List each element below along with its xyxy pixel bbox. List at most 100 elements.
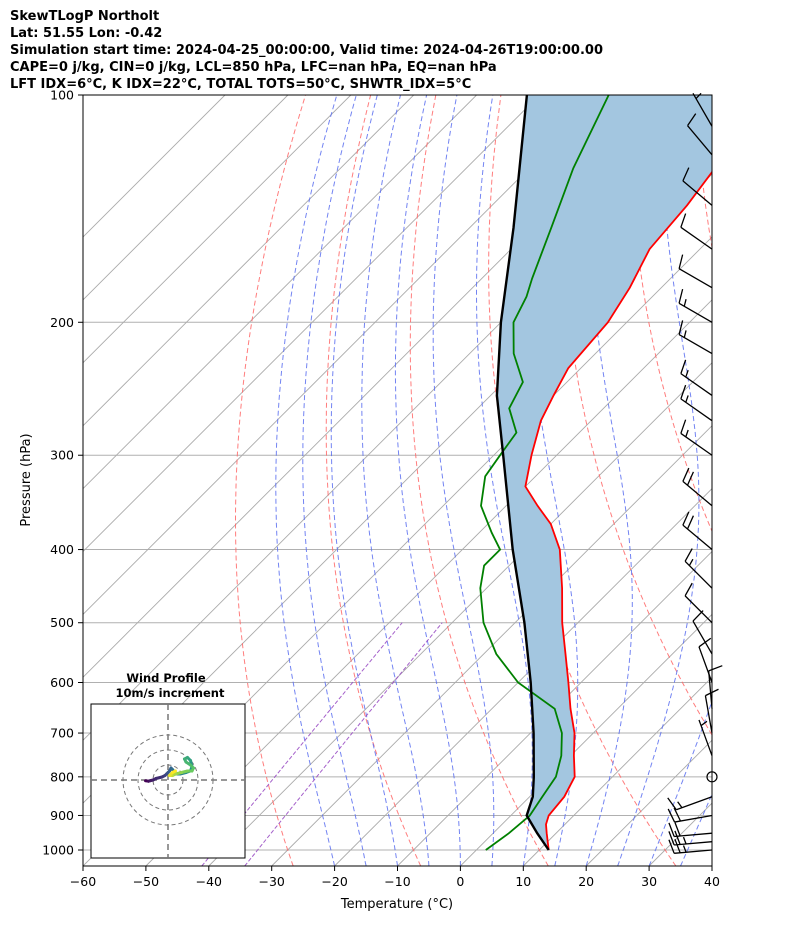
wind-barb [678, 288, 713, 323]
isotherm-line [711, 865, 712, 866]
wind-barb [680, 359, 713, 396]
dry-adiabat [561, 95, 712, 736]
wind-barb [667, 807, 713, 823]
dry-adiabat [695, 95, 712, 251]
params-line-2: LFT IDX=6°C, K IDX=22°C, TOTAL TOTS=50°C… [10, 77, 472, 92]
moist-adiabat [302, 95, 367, 866]
x-axis-label: Temperature (°C) [340, 897, 453, 912]
moist-adiabat [394, 95, 461, 866]
y-tick-label: 600 [50, 675, 74, 690]
wind-barb [687, 113, 713, 156]
chart-header: SkewTLogP Northolt Lat: 51.55 Lon: -0.42… [10, 8, 603, 93]
barb-half-flag [688, 558, 694, 566]
barb-flag [668, 822, 675, 837]
wind-profile-inset [90, 703, 246, 859]
wind-barb [682, 467, 713, 507]
barb-staff [682, 180, 713, 206]
mixing-ratio-line [244, 622, 443, 866]
wind-barb [668, 822, 713, 838]
isotherm-line [83, 95, 226, 238]
isotherm-line [460, 613, 712, 866]
barb-staff [692, 93, 713, 127]
y-axis-label: Pressure (hPa) [19, 433, 34, 526]
barb-half-flag [682, 836, 687, 845]
x-tick-label: −30 [259, 874, 285, 889]
x-tick-label: −20 [321, 874, 347, 889]
barb-staff [674, 841, 713, 846]
x-tick-label: 20 [578, 874, 594, 889]
barb-flag [674, 838, 681, 854]
barb-flag [667, 808, 676, 823]
barb-half-flag [685, 369, 689, 378]
barb-staff [680, 226, 713, 250]
barb-flag [668, 839, 675, 854]
barb-flag [686, 515, 695, 530]
wind-barb-calm [706, 771, 718, 783]
isotherm-line [522, 676, 712, 866]
wind-barb [667, 796, 713, 811]
wind-barb [668, 830, 713, 846]
x-tick-label: 40 [704, 874, 720, 889]
moist-adiabat [744, 95, 794, 866]
y-tick-label: 200 [50, 315, 74, 330]
x-tick-label: −50 [133, 874, 159, 889]
wind-barb [708, 665, 723, 709]
isotherm-line [397, 550, 712, 866]
axes: −60 −50 −40 −30 −20 −10 0 10 20 30 40 1000 900 800 700… [42, 88, 720, 890]
barb-flag [684, 582, 693, 597]
barb-staff [678, 333, 713, 355]
isotherm-line [83, 95, 415, 427]
barb-flag [686, 471, 695, 486]
wind-barb [682, 167, 713, 206]
barb-staff [676, 796, 713, 811]
y-tick-label: 100 [50, 88, 74, 103]
dry-adiabat [325, 95, 422, 866]
params-line-1: CAPE=0 j/kg, CIN=0 j/kg, LCL=850 hPa, LF… [10, 60, 497, 75]
barb-flag [678, 320, 684, 335]
barb-half-flag [685, 395, 689, 403]
x-tick-label: 0 [456, 874, 464, 889]
wind-barb [682, 511, 713, 551]
barb-flag [684, 548, 693, 562]
barb-staff [682, 480, 713, 507]
barb-staff [698, 646, 713, 683]
isotherm-line [83, 95, 352, 364]
isotherm-line [775, 95, 794, 866]
barb-half-flag [685, 429, 689, 438]
barb-flag [680, 384, 687, 400]
barb-staff [674, 814, 713, 823]
times-text: Simulation start time: 2024-04-25_00:00:… [10, 43, 603, 58]
x-tick-label: 10 [515, 874, 531, 889]
inset-subtitle: 10m/s increment [116, 686, 225, 700]
wind-barb [680, 419, 713, 456]
wind-barb [684, 548, 713, 589]
barb-flag [705, 688, 719, 697]
barb-flag [682, 467, 690, 482]
moist-adiabat [617, 95, 700, 866]
barb-flag [682, 167, 690, 182]
chart-title: SkewTLogP Northolt [10, 9, 160, 24]
barb-staff [682, 524, 713, 551]
x-tick-label: −10 [384, 874, 410, 889]
barb-flag [678, 288, 684, 304]
wind-barb [678, 254, 713, 289]
moist-adiabat [275, 95, 338, 866]
barb-staff [680, 398, 713, 422]
inset-plot [91, 704, 245, 858]
barb-flag [668, 831, 675, 846]
wind-barb [698, 637, 713, 683]
barb-staff [687, 125, 713, 156]
barb-flag [687, 113, 697, 127]
wind-barbs [667, 92, 723, 854]
y-tick-label: 300 [50, 448, 74, 463]
wind-barb [678, 320, 713, 355]
barb-flag [673, 807, 682, 822]
wind-barb [692, 92, 713, 127]
moist-adiabat [585, 95, 633, 866]
barb-flag [680, 359, 687, 374]
wind-barb [698, 719, 713, 756]
y-tick-label: 1000 [42, 843, 74, 858]
barb-flag [682, 511, 690, 526]
x-tick-label: 30 [641, 874, 657, 889]
hodograph-segment [171, 769, 177, 774]
